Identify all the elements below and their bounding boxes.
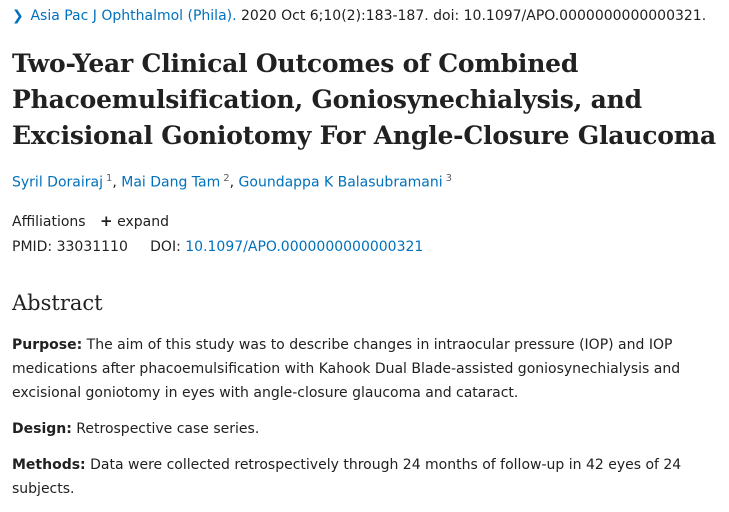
author-affiliation-number[interactable]: 3 [445, 173, 453, 184]
author-affiliation-number[interactable]: 2 [223, 173, 230, 184]
abstract-design: Design: Retrospective case series. [12, 417, 712, 441]
doi-label: DOI: [150, 239, 181, 255]
section-label: Purpose: [12, 337, 83, 353]
author-list: Syril Dorairaj 1, Mai Dang Tam 2, Goundapp… [12, 173, 452, 191]
author-separator: , [229, 174, 239, 191]
journal-link[interactable]: Asia Pac J Ophthalmol (Phila). [30, 8, 237, 24]
chevron-right-icon[interactable]: ❯ [12, 8, 24, 24]
identifiers: PMID: 33031110 DOI: 10.1097/APO.00000000… [12, 239, 423, 255]
author-link[interactable]: Goundappa K Balasubramani [238, 174, 443, 191]
plus-icon[interactable]: + [100, 212, 113, 230]
citation-details: 2020 Oct 6;10(2):183-187. doi: 10.1097/A… [236, 8, 707, 24]
abstract-heading: Abstract [12, 291, 103, 315]
pmid-value: 33031110 [56, 239, 128, 255]
section-label: Methods: [12, 457, 86, 473]
affiliations-label: Affiliations [12, 214, 86, 230]
citation-line: ❯ Asia Pac J Ophthalmol (Phila). 2020 Oc… [12, 8, 706, 24]
section-text: The aim of this study was to describe ch… [12, 337, 681, 401]
pmid-label: PMID: [12, 239, 53, 255]
article-title: Two-Year Clinical Outcomes of Combined P… [12, 49, 717, 150]
abstract-methods: Methods: Data were collected retrospecti… [12, 453, 712, 501]
section-text: Retrospective case series. [71, 421, 260, 437]
section-text: Data were collected retrospectively thro… [12, 457, 682, 497]
author-link[interactable]: Mai Dang Tam [121, 174, 221, 191]
abstract-purpose: Purpose: The aim of this study was to de… [12, 333, 712, 405]
author-separator: , [112, 174, 122, 191]
section-label: Design: [12, 421, 72, 437]
author-affiliation-number[interactable]: 1 [105, 173, 113, 184]
expand-label[interactable]: expand [117, 214, 169, 230]
doi-link[interactable]: 10.1097/APO.0000000000000321 [185, 239, 424, 255]
affiliations-toggle[interactable]: Affiliations + expand [12, 212, 169, 230]
author-link[interactable]: Syril Dorairaj [12, 174, 103, 191]
